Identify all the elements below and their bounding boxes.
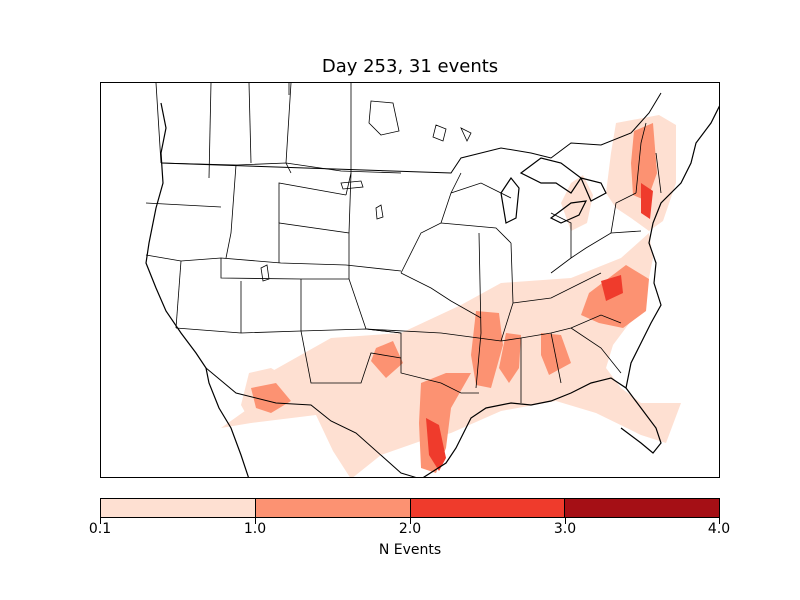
lakes xyxy=(260,100,472,282)
coastlines xyxy=(145,102,719,477)
density-region-alabama xyxy=(541,333,571,375)
country-borders xyxy=(160,92,662,477)
us-map xyxy=(145,83,719,477)
density-region-gulf-coast xyxy=(426,418,446,471)
colorbar-segment-2 xyxy=(255,499,411,517)
map-title: Day 253, 31 events xyxy=(321,56,499,77)
colorbar-tick-label: 2.0 xyxy=(398,521,422,537)
density-region-oklahoma xyxy=(371,341,403,378)
colorbar-segment-4 xyxy=(565,499,719,517)
colorbar-segment-3 xyxy=(410,499,566,517)
density-level-3 xyxy=(426,183,653,471)
colorbar-tick xyxy=(255,518,256,524)
colorbar xyxy=(100,498,720,518)
density-region-great-lakes xyxy=(561,175,593,231)
colorbar-tick-label: 3.0 xyxy=(553,521,577,537)
density-region-nyc xyxy=(641,183,653,219)
density-region-southeast xyxy=(221,233,681,477)
colorbar-label: N Events xyxy=(378,542,442,558)
colorbar-segment-1 xyxy=(101,499,256,517)
colorbar-tick-label: 4.0 xyxy=(707,521,731,537)
colorbar-tick xyxy=(719,518,720,524)
colorbar-tick-label: 1.0 xyxy=(243,521,267,537)
colorbar-tick xyxy=(100,518,101,524)
density-region-nc xyxy=(601,275,623,301)
density-region-lower-mississippi xyxy=(471,311,503,388)
colorbar-tick xyxy=(410,518,411,524)
density-region-mid-south xyxy=(499,333,521,383)
density-region-west-texas xyxy=(251,383,291,413)
map-panel xyxy=(100,82,720,478)
colorbar-tick xyxy=(565,518,566,524)
colorbar-tick-label: 0.1 xyxy=(88,521,112,537)
